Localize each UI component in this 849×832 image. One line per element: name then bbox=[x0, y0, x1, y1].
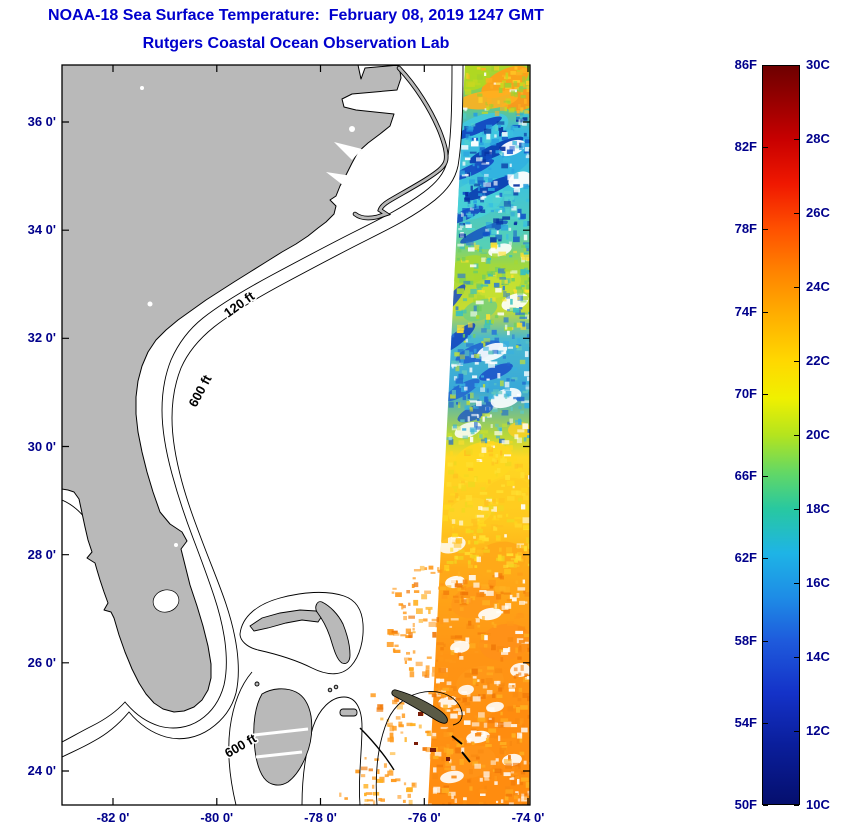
island-new-providence bbox=[339, 708, 358, 717]
island-andros bbox=[253, 688, 313, 786]
island-abaco bbox=[315, 601, 351, 664]
river-estuary bbox=[334, 142, 362, 160]
andros-bight bbox=[253, 727, 309, 737]
lake bbox=[140, 86, 144, 90]
contour-120ft bbox=[62, 65, 453, 743]
island-eleuthera bbox=[391, 689, 448, 724]
sst-dark-specks bbox=[414, 712, 450, 761]
axis-ticks bbox=[62, 65, 530, 805]
contour-label-120ft: 120 ft bbox=[221, 288, 258, 320]
barrier-islands bbox=[353, 66, 448, 220]
river-estuary bbox=[326, 172, 352, 186]
island-exuma-chain bbox=[359, 727, 395, 771]
depth-contours bbox=[62, 65, 464, 805]
island-grand-bahama bbox=[249, 609, 323, 632]
page-subtitle: Rutgers Coastal Ocean Observation Lab bbox=[142, 35, 450, 52]
plot-border bbox=[61, 64, 531, 806]
island-berry bbox=[327, 687, 333, 693]
lake-okeechobee bbox=[152, 589, 180, 613]
page-title: NOAA-18 Sea Surface Temperature: Februar… bbox=[48, 7, 544, 24]
lake bbox=[174, 543, 178, 547]
island-berry bbox=[333, 684, 339, 690]
lake bbox=[147, 301, 153, 307]
contour-600ft bbox=[62, 65, 464, 758]
island-bimini bbox=[254, 681, 260, 687]
lake bbox=[349, 126, 355, 132]
contour-label-600ft: 600 ft bbox=[185, 372, 215, 410]
contour-little-bahama-bank bbox=[239, 591, 364, 675]
island-cat-island bbox=[451, 735, 471, 763]
land-bahamas bbox=[249, 601, 471, 786]
contour-eleuthera-bank bbox=[375, 691, 463, 805]
contour-great-bahama-bank bbox=[228, 671, 253, 805]
sst-swath bbox=[339, 65, 530, 805]
andros-bight bbox=[255, 750, 303, 759]
land-mainland bbox=[62, 65, 449, 713]
